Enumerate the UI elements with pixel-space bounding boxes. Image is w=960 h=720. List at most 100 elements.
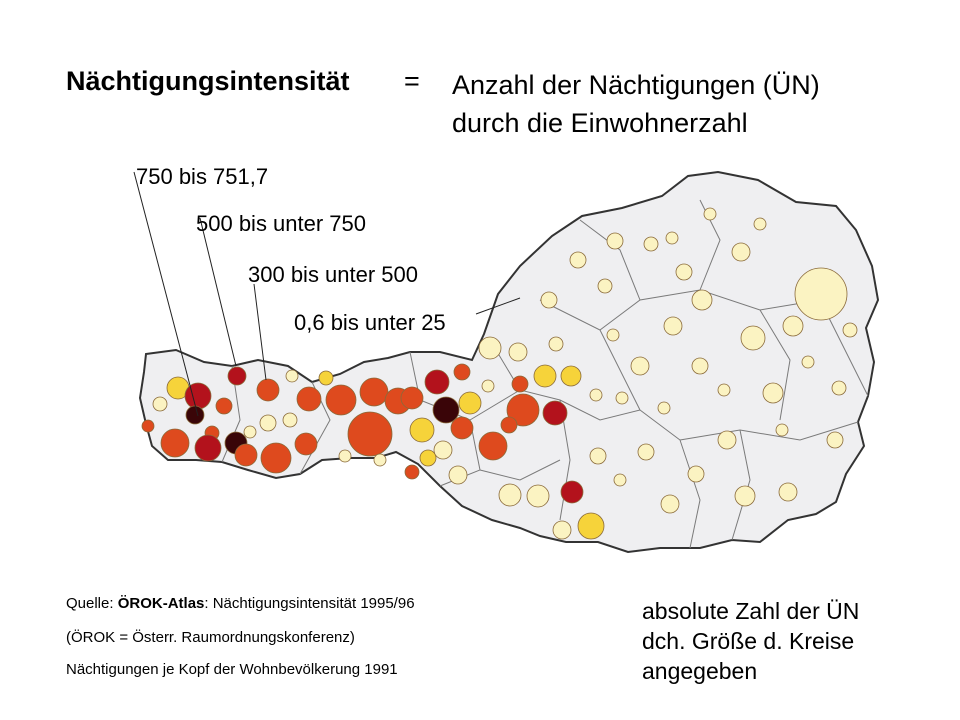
district-marker — [615, 391, 629, 405]
district-marker — [194, 434, 222, 462]
district-marker — [606, 328, 620, 342]
leader-line — [475, 297, 521, 315]
district-marker — [152, 396, 168, 412]
title-equals: = — [404, 66, 420, 96]
district-marker — [478, 336, 502, 360]
district-marker — [227, 366, 247, 386]
district-marker — [831, 380, 847, 396]
district-marker — [826, 431, 844, 449]
district-marker — [717, 383, 731, 397]
district-marker — [478, 431, 508, 461]
district-marker — [540, 291, 558, 309]
district-marker — [801, 355, 815, 369]
district-marker — [409, 417, 435, 443]
district-marker — [630, 356, 650, 376]
leader-line — [253, 283, 267, 381]
district-marker — [597, 278, 613, 294]
district-marker — [762, 382, 784, 404]
district-marker — [687, 465, 705, 483]
district-marker — [691, 357, 709, 375]
district-marker — [448, 465, 468, 485]
district-marker — [481, 379, 495, 393]
district-marker — [160, 428, 190, 458]
district-marker — [256, 378, 280, 402]
district-marker — [606, 232, 624, 250]
district-marker — [511, 375, 529, 393]
source-atlas-title: : Nächtigungsintensität 1995/96 — [204, 595, 415, 612]
district-marker — [450, 416, 474, 440]
legend-leader-lines — [133, 171, 521, 417]
district-marker — [432, 396, 460, 424]
district-marker — [569, 251, 587, 269]
district-marker — [318, 370, 334, 386]
source-line-3: Nächtigungen je Kopf der Wohnbevölkerung… — [66, 661, 398, 678]
district-marker — [794, 267, 848, 321]
district-marker — [842, 322, 858, 338]
legend-label-upper-mid: 300 bis unter 500 — [248, 262, 419, 287]
district-marker — [753, 217, 767, 231]
source-prefix: Quelle: — [66, 595, 118, 612]
district-marker — [589, 388, 603, 402]
leader-line — [199, 217, 237, 367]
size-note-line1: absolute Zahl der ÜN — [642, 598, 860, 624]
district-marker — [589, 447, 607, 465]
district-marker — [731, 242, 751, 262]
size-note-line3: angegeben — [642, 658, 758, 684]
district-marker — [347, 411, 393, 457]
district-marker — [404, 464, 420, 480]
district-marker — [359, 377, 389, 407]
leader-line — [133, 171, 199, 417]
district-marker — [282, 412, 298, 428]
size-note: absolute Zahl der ÜN dch. Größe d. Kreis… — [642, 596, 859, 686]
district-marker — [734, 485, 756, 507]
austria-outline — [138, 170, 880, 554]
district-marker — [500, 416, 518, 434]
district-marker — [215, 397, 233, 415]
legend-label-very-high: 750 bis 751,7 — [136, 164, 269, 189]
district-marker — [703, 207, 717, 221]
district-marker — [665, 231, 679, 245]
source-line-1: Quelle: ÖROK-Atlas: Nächtigungsintensitä… — [66, 595, 415, 612]
district-marker — [498, 483, 522, 507]
district-marker — [740, 325, 766, 351]
district-marker — [419, 449, 437, 467]
district-marker — [552, 520, 572, 540]
district-marker — [185, 405, 205, 425]
district-marker — [637, 443, 655, 461]
district-marker — [675, 263, 693, 281]
district-marker — [338, 449, 352, 463]
district-marker — [373, 453, 387, 467]
district-marker — [691, 289, 713, 311]
district-marker — [613, 473, 627, 487]
district-marker — [533, 364, 557, 388]
district-marker — [663, 316, 683, 336]
district-marker — [542, 400, 568, 426]
district-marker — [234, 443, 258, 467]
district-marker — [453, 363, 471, 381]
district-marker — [458, 391, 482, 415]
legend-label-high: 500 bis unter 750 — [196, 211, 367, 236]
legend-label-low: 0,6 bis unter 25 — [294, 310, 446, 335]
district-marker — [778, 482, 798, 502]
district-marker — [577, 512, 605, 540]
district-marker — [560, 480, 584, 504]
district-marker — [296, 386, 322, 412]
district-marker — [717, 430, 737, 450]
district-marker — [548, 336, 564, 352]
district-marker — [775, 423, 789, 437]
district-marker — [660, 494, 680, 514]
district-marker — [433, 440, 453, 460]
title-definition-line2: durch die Einwohnerzahl — [452, 108, 748, 138]
district-marker — [294, 432, 318, 456]
district-marker — [782, 315, 804, 337]
district-marker — [560, 365, 582, 387]
district-marker — [141, 419, 155, 433]
title-term: Nächtigungsintensität — [66, 66, 350, 96]
district-marker — [400, 386, 424, 410]
source-atlas-name: ÖROK-Atlas — [117, 595, 205, 612]
district-marker — [657, 401, 671, 415]
district-marker — [325, 384, 357, 416]
district-marker — [285, 369, 299, 383]
district-marker — [508, 342, 528, 362]
